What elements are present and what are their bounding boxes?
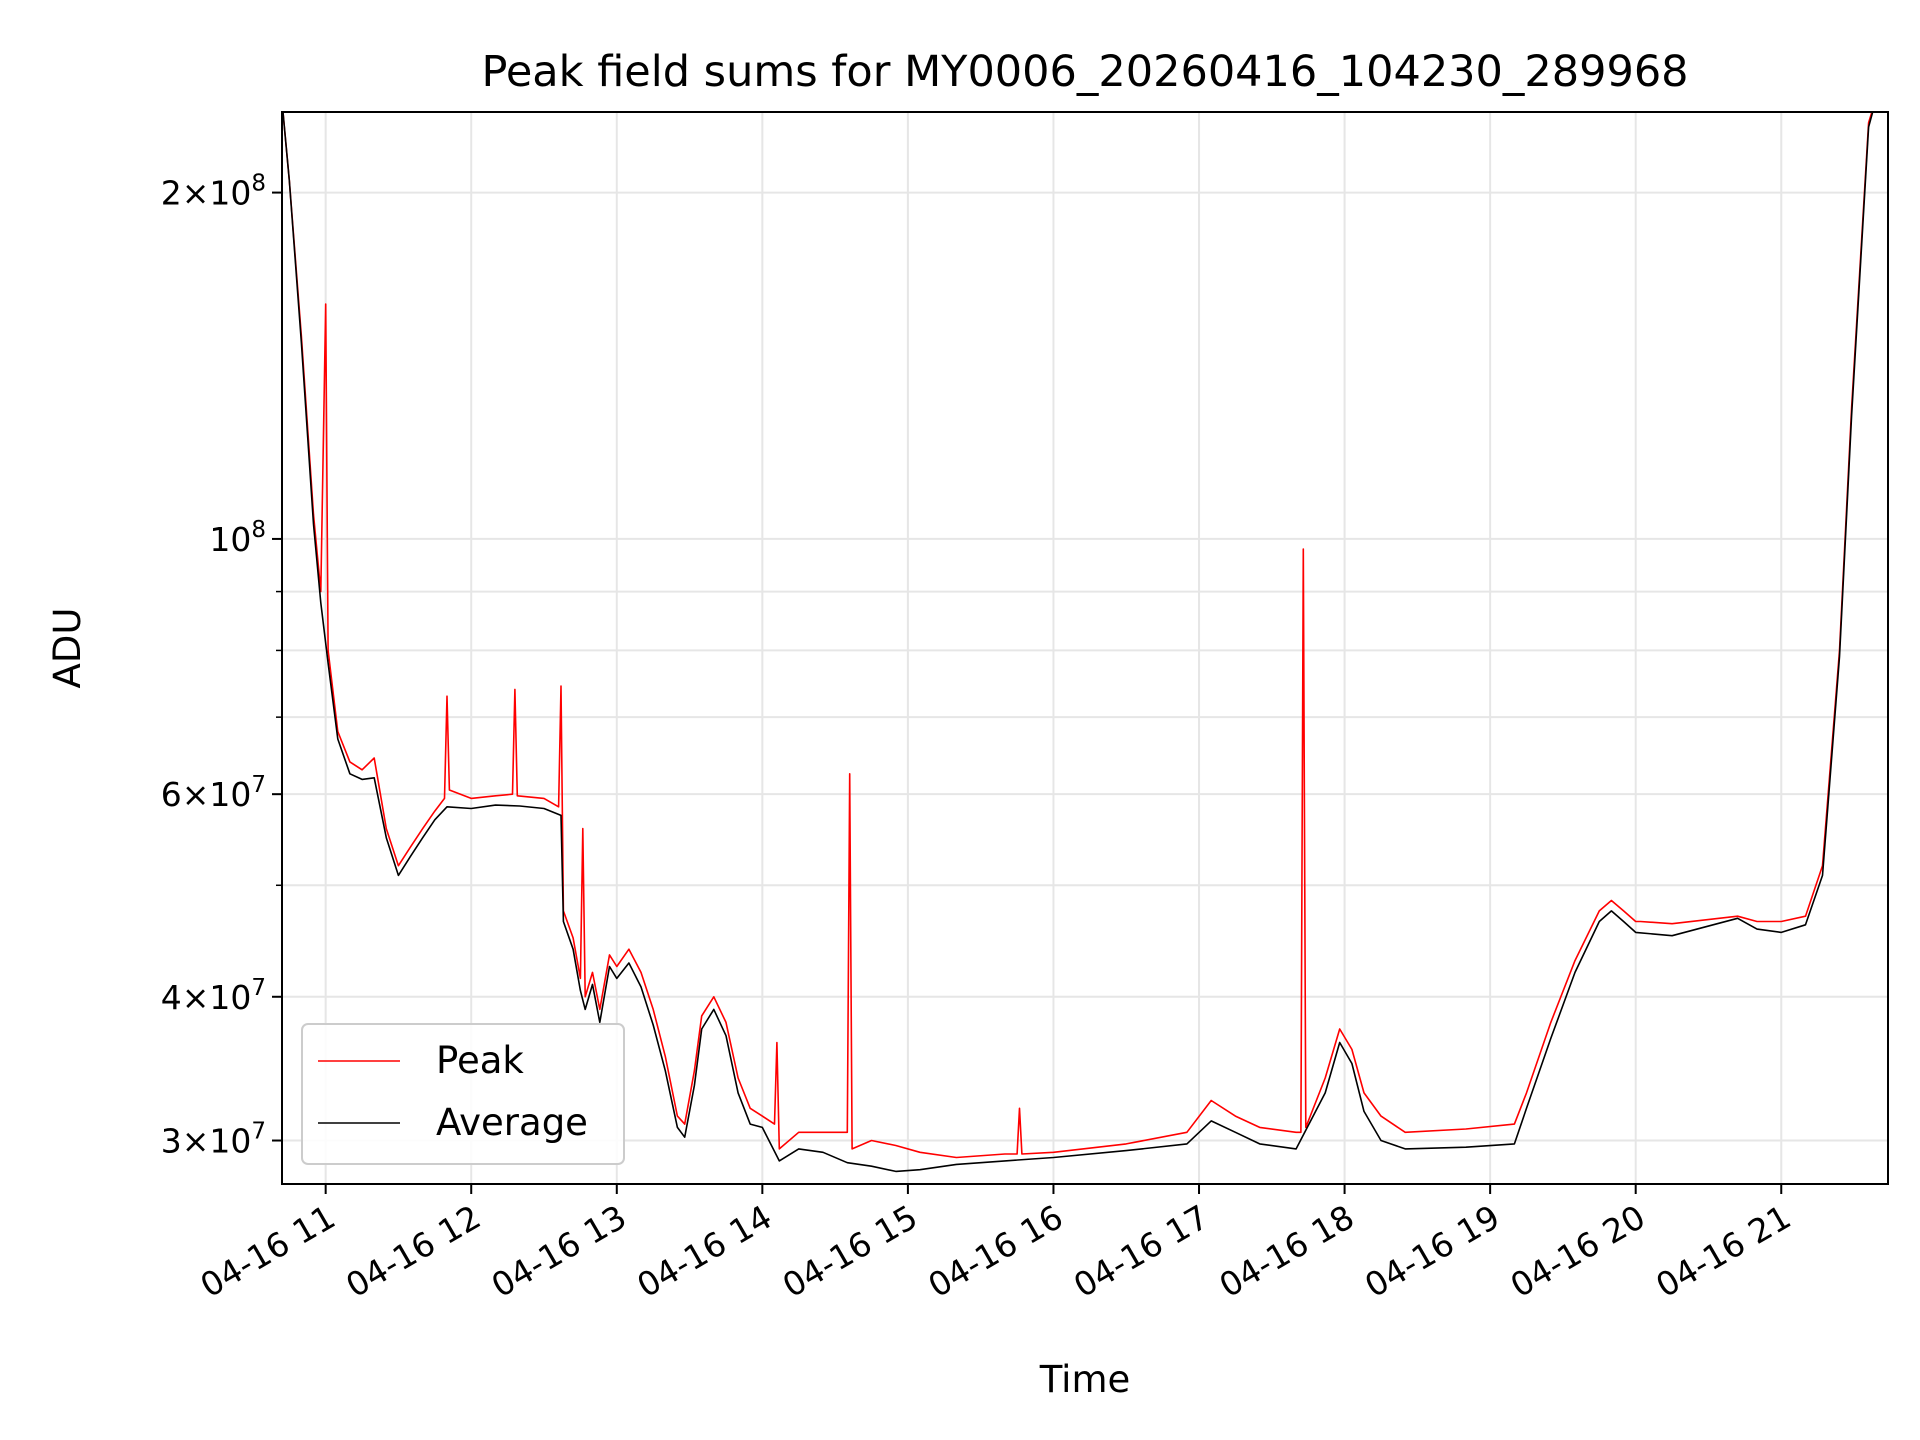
grid-lines [282,112,1888,1184]
series-layer [282,112,1874,1173]
plot-area-frame [281,111,1889,1185]
y-tick-label: 2×108 [161,171,266,213]
legend: Peak Average [301,1023,625,1165]
chart-title: Peak field sums for MY0006_20260416_1042… [481,47,1688,97]
y-tick-label: 3×107 [161,1119,266,1161]
y-tick-label: 6×107 [161,772,266,814]
legend-box [301,1023,625,1165]
legend-label-average: Average [436,1101,588,1144]
y-axis-label: ADU [46,608,89,689]
y-tick-label: 4×107 [161,975,266,1017]
series-line-peak [282,112,1873,1159]
x-axis-label: Time [1039,1358,1131,1401]
y-tick-label: 108 [209,517,266,559]
series-line-average [282,112,1874,1173]
legend-label-peak: Peak [436,1039,524,1082]
y-axis: 3×107 4×107 6×107 108 2×108 [161,171,282,1161]
